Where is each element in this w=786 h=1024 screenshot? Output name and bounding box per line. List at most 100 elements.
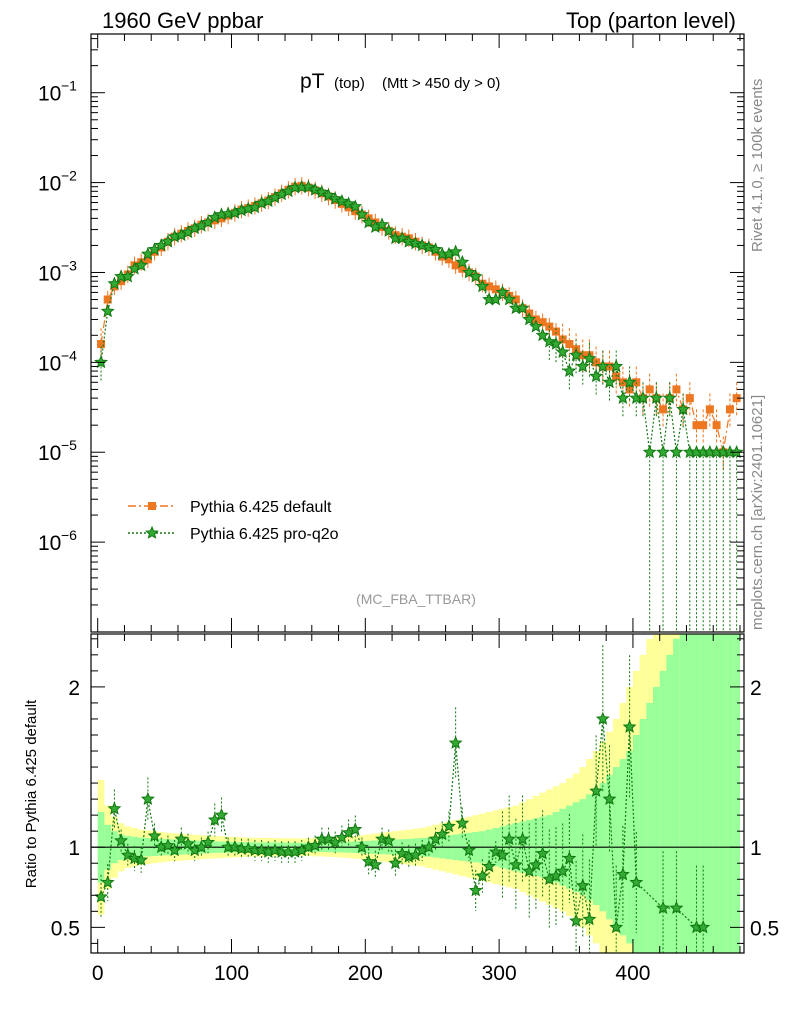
marker-default (712, 421, 721, 430)
ratio-marker (589, 783, 604, 798)
ratio-marker (388, 855, 403, 870)
marker-default (511, 295, 520, 304)
marker-proq2o (107, 276, 122, 290)
plot-title-main: pT (300, 70, 325, 93)
marker-default (485, 282, 494, 291)
y-tick-label-exp: −6 (61, 527, 77, 543)
y-tick-label-base: 10 (38, 262, 61, 285)
ratio-marker (147, 828, 162, 842)
y-tick-label: 10 −6 (38, 527, 77, 555)
x-tick-label: 400 (615, 962, 650, 985)
marker-proq2o (642, 444, 657, 459)
marker-default (451, 261, 460, 270)
marker-proq2o (100, 303, 115, 318)
marker-proq2o (589, 368, 604, 383)
marker-proq2o (495, 285, 510, 299)
ratio-y-tick-label: 1 (68, 837, 80, 860)
rivet-label: Rivet 4.1.0, ≥ 100k events (749, 79, 766, 252)
ratio-marker (528, 857, 543, 871)
marker-proq2o (549, 336, 563, 350)
marker-proq2o (676, 402, 691, 416)
ratio-marker (214, 807, 229, 822)
marker-proq2o (615, 390, 630, 405)
legend-entry-default: Pythia 6.425 default (128, 499, 332, 516)
legend-entry-proq2o: Pythia 6.425 pro-q2o (128, 525, 339, 543)
marker-default (217, 214, 226, 223)
marker-proq2o (355, 207, 369, 221)
marker-default (551, 327, 560, 336)
ratio-marker (201, 835, 216, 849)
ratio-band-green (679, 634, 687, 953)
marker-proq2o (522, 312, 537, 326)
marker-proq2o (622, 375, 637, 389)
marker-proq2o (348, 199, 363, 213)
ratio-marker (468, 883, 483, 897)
y-tick-label-exp: −1 (61, 78, 77, 94)
ratio-band-green (666, 654, 674, 953)
ratio-marker (462, 843, 476, 857)
y-tick-label-base: 10 (38, 442, 61, 465)
x-tick-label: 100 (214, 962, 249, 985)
ratio-band-green (639, 718, 647, 953)
marker-default (491, 285, 500, 294)
ratio-marker (167, 843, 182, 857)
marker-proq2o (562, 363, 577, 377)
marker-proq2o (381, 223, 396, 237)
ratio-marker (100, 875, 115, 889)
y-tick-label: 10 −3 (38, 257, 77, 285)
marker-default (659, 405, 668, 414)
ratio-marker (622, 719, 637, 733)
ratio-marker (368, 857, 383, 871)
ratio-marker (134, 852, 149, 866)
marker-proq2o (595, 359, 610, 373)
analysis-tag: (MC_FBA_TTBAR) (356, 591, 476, 607)
marker-default (685, 394, 694, 403)
ratio-marker (495, 847, 510, 862)
legend-marker-proq2o (145, 525, 159, 539)
ratio-band-green (686, 634, 694, 953)
marker-default (538, 318, 547, 327)
x-tick-label: 0 (92, 962, 104, 985)
marker-default (692, 421, 701, 430)
marker-proq2o (662, 390, 677, 405)
y-tick-label-base: 10 (38, 532, 61, 555)
marker-proq2o (669, 444, 684, 459)
ratio-marker (435, 827, 450, 841)
marker-proq2o (375, 217, 389, 231)
marker-proq2o (475, 279, 490, 293)
marker-proq2o (656, 444, 670, 459)
ratio-band-green (693, 634, 700, 953)
ratio-marker (355, 839, 369, 854)
marker-proq2o (94, 355, 108, 369)
ratio-marker (595, 711, 610, 725)
legend-marker-default (148, 502, 156, 510)
ratio-marker (421, 839, 436, 854)
plot-title-cut: (Mtt > 450 dy > 0) (382, 75, 500, 92)
y-tick-label: 10 −4 (38, 347, 77, 375)
ratio-band-green (719, 634, 727, 953)
ratio-marker (582, 912, 597, 926)
ratio-ylabel: Ratio to Pythia 6.425 default (23, 699, 40, 888)
y-tick-label-base: 10 (38, 173, 61, 196)
marker-proq2o (729, 444, 744, 459)
marker-proq2o (555, 344, 570, 359)
header-left: 1960 GeV ppbar (102, 8, 263, 33)
marker-proq2o (575, 359, 590, 373)
marker-proq2o (636, 390, 650, 405)
ratio-marker (482, 859, 497, 873)
ratio-marker (575, 878, 590, 892)
main-frame (90, 33, 745, 633)
marker-proq2o (120, 269, 135, 283)
ratio-y-tick-label-right: 0.5 (750, 917, 779, 940)
marker-proq2o (502, 292, 517, 306)
legend-label-proq2o: Pythia 6.425 pro-q2o (190, 526, 339, 543)
marker-proq2o (134, 258, 149, 272)
ratio-marker (107, 801, 122, 815)
ratio-marker (502, 831, 517, 846)
ratio-band-green (673, 638, 680, 953)
y-tick-label-exp: −3 (61, 257, 77, 273)
x-tick-label: 200 (348, 962, 383, 985)
legend: Pythia 6.425 default Pythia 6.425 pro-q2… (128, 499, 339, 543)
plot-title-sub: (top) (334, 75, 365, 92)
